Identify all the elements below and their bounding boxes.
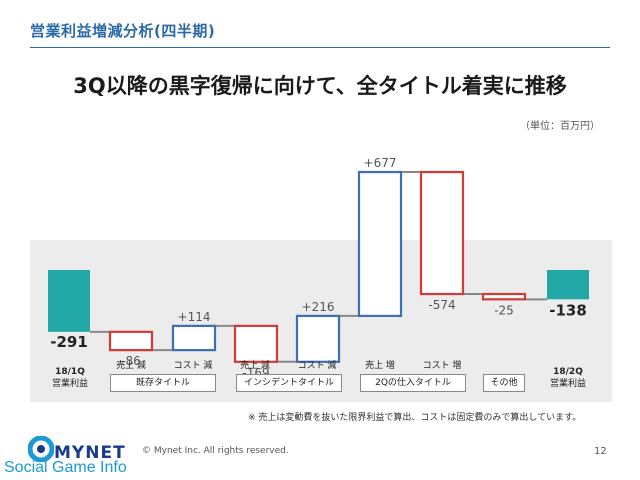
data-label: -291 — [50, 333, 88, 351]
data-label: -25 — [494, 303, 514, 317]
data-label: -86 — [121, 354, 141, 368]
copyright-text: © Mynet Inc. All rights reserved. — [142, 446, 289, 456]
unit-note: （単位：百万円） — [520, 121, 600, 132]
waterfall-bar — [547, 270, 589, 300]
waterfall-bar — [357, 170, 403, 318]
group-box-other: その他 — [483, 374, 525, 392]
data-label: -138 — [549, 301, 587, 319]
segment-label-new-sales: 売上 増 — [365, 361, 395, 371]
axis-label-start-metric: 営業利益 — [51, 379, 88, 389]
group-box-incident: インシデントタイトル — [236, 374, 342, 392]
waterfall-bar — [481, 292, 527, 301]
axis-label-end-metric: 営業利益 — [549, 379, 586, 389]
segment-label-existing-sales: 売上 減 — [116, 361, 146, 371]
waterfall-bar — [295, 314, 341, 363]
section-title: 営業利益増減分析(四半期) — [30, 22, 216, 40]
footnote: ※ 売上は変動費を抜いた限界利益で算出、コストは固定費のみで算出しています。 — [248, 413, 582, 423]
waterfall-bar — [233, 324, 279, 363]
data-label: +114 — [178, 310, 211, 324]
waterfall-bar — [171, 324, 217, 352]
logo-sub-text: Social Game Info — [4, 459, 127, 476]
segment-label-incident-cost: コスト 減 — [297, 361, 337, 371]
waterfall-bar — [419, 170, 465, 296]
data-label: -574 — [428, 298, 455, 312]
group-box-existing: 既存タイトル — [110, 374, 216, 392]
data-label: +677 — [364, 156, 397, 170]
group-box-new: 2Qの仕入タイトル — [360, 374, 466, 392]
logo-brand-text: MYNET — [54, 443, 126, 463]
mynet-logo-icon — [28, 436, 54, 462]
page-title: 3Q以降の黒字復帰に向けて、全タイトル着実に推移 — [73, 74, 567, 98]
axis-label-start-period: 18/1Q — [55, 367, 85, 377]
segment-label-incident-sales: 売上 減 — [240, 361, 270, 371]
segment-label-existing-cost: コスト 減 — [173, 361, 213, 371]
segment-label-new-cost: コスト 増 — [422, 361, 462, 371]
axis-label-end: 18/2Q 営業利益 — [538, 366, 598, 390]
waterfall-bar — [48, 270, 90, 332]
page-number: 12 — [594, 446, 607, 457]
axis-label-start: 18/1Q 営業利益 — [40, 366, 100, 390]
axis-label-end-period: 18/2Q — [553, 367, 583, 377]
waterfall-bar — [108, 330, 154, 352]
header-divider — [30, 47, 610, 48]
data-label: +216 — [302, 300, 335, 314]
